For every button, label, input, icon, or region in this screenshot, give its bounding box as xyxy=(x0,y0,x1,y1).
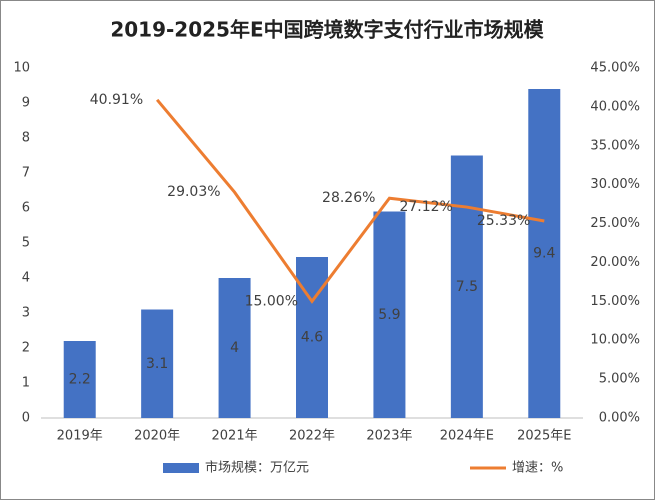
y-tick-label: 7 xyxy=(22,166,30,181)
y-tick-label: 2 xyxy=(22,341,30,356)
chart-title: 2019-2025年E中国跨境数字支付行业市场规模 xyxy=(110,18,544,42)
y2-tick-label: 25.00% xyxy=(590,216,640,231)
bar xyxy=(218,278,251,418)
y2-tick-label: 5.00% xyxy=(599,372,640,387)
y2-tick-label: 15.00% xyxy=(590,294,640,309)
bar-value-label: 9.4 xyxy=(533,246,555,262)
line xyxy=(155,98,545,304)
x-tick-label: 2022年 xyxy=(289,429,335,444)
y-tick-label: 0 xyxy=(22,411,30,426)
y2-tick-label: 30.00% xyxy=(590,177,640,192)
y-tick-label: 8 xyxy=(22,131,30,146)
y-tick-label: 1 xyxy=(22,376,30,391)
line-value-label: 25.33% xyxy=(477,213,530,229)
y-tick-label: 3 xyxy=(22,306,30,321)
bar xyxy=(373,211,406,418)
x-tick-label: 2025年E xyxy=(517,429,571,444)
y2-tick-label: 40.00% xyxy=(590,99,640,114)
line-value-label: 15.00% xyxy=(245,293,298,309)
bar-value-label: 7.5 xyxy=(456,279,478,295)
x-tick-label: 2021年 xyxy=(212,429,258,444)
x-tick-label: 2020年 xyxy=(134,429,180,444)
y-tick-label: 6 xyxy=(22,201,30,216)
x-tick-label: 2024年E xyxy=(440,429,494,444)
line-value-label: 40.91% xyxy=(90,92,143,108)
y2-tick-label: 10.00% xyxy=(590,333,640,348)
y-tick-label: 4 xyxy=(22,271,30,286)
legend-label: 市场规模：万亿元 xyxy=(205,460,309,476)
bar-value-label: 2.2 xyxy=(69,372,91,388)
bar-value-label: 4.6 xyxy=(301,330,323,346)
bar-value-label: 3.1 xyxy=(146,356,168,372)
y-tick-label: 9 xyxy=(22,96,30,111)
legend-label: 增速：% xyxy=(512,461,563,476)
bar-value-label: 5.9 xyxy=(378,307,400,323)
y2-tick-label: 20.00% xyxy=(590,255,640,270)
bar-value-label: 4 xyxy=(230,340,239,356)
y-tick-label: 10 xyxy=(13,61,30,76)
bar xyxy=(141,309,174,418)
y2-tick-label: 45.00% xyxy=(590,61,640,76)
line-value-label: 28.26% xyxy=(322,190,375,206)
x-tick-label: 2023年 xyxy=(366,429,412,444)
bar xyxy=(63,341,96,418)
y-tick-label: 5 xyxy=(22,236,30,251)
x-tick-label: 2019年 xyxy=(57,429,103,444)
y2-tick-label: 0.00% xyxy=(599,411,640,426)
line-value-label: 27.12% xyxy=(399,199,452,215)
legend-swatch xyxy=(163,463,199,473)
bar xyxy=(450,155,483,418)
line-value-label: 29.03% xyxy=(167,184,220,200)
y2-tick-label: 35.00% xyxy=(590,138,640,153)
bar xyxy=(528,89,561,418)
